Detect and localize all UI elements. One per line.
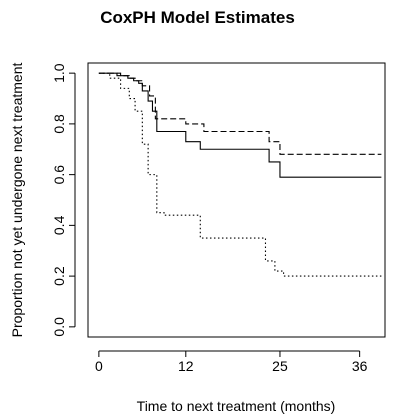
x-tick-label: 25 (272, 358, 288, 374)
curve-solid (98, 72, 382, 178)
chart-title: CoxPH Model Estimates (100, 8, 295, 27)
y-tick-label: 0.0 (51, 317, 67, 337)
y-tick-label: 0.2 (51, 266, 67, 286)
x-tick-label: 0 (95, 358, 103, 374)
y-tick-label: 0.8 (51, 114, 67, 134)
y-tick-label: 0.6 (51, 165, 67, 185)
y-axis-label: Proportion not yet undergone next treatm… (9, 63, 25, 338)
survival-curves (98, 72, 382, 277)
plot-frame (87, 62, 386, 338)
y-tick-label: 1.0 (51, 63, 67, 83)
x-axis: 0 12 25 36 (95, 350, 368, 374)
x-tick-label: 36 (352, 358, 368, 374)
curve-dashed (98, 72, 382, 155)
x-tick-label: 12 (178, 358, 194, 374)
y-tick-label: 0.4 (51, 215, 67, 235)
y-axis: 0.0 0.2 0.4 0.6 0.8 1.0 (51, 63, 76, 337)
x-axis-label: Time to next treatment (months) (137, 398, 336, 414)
curve-dotted (98, 72, 382, 277)
